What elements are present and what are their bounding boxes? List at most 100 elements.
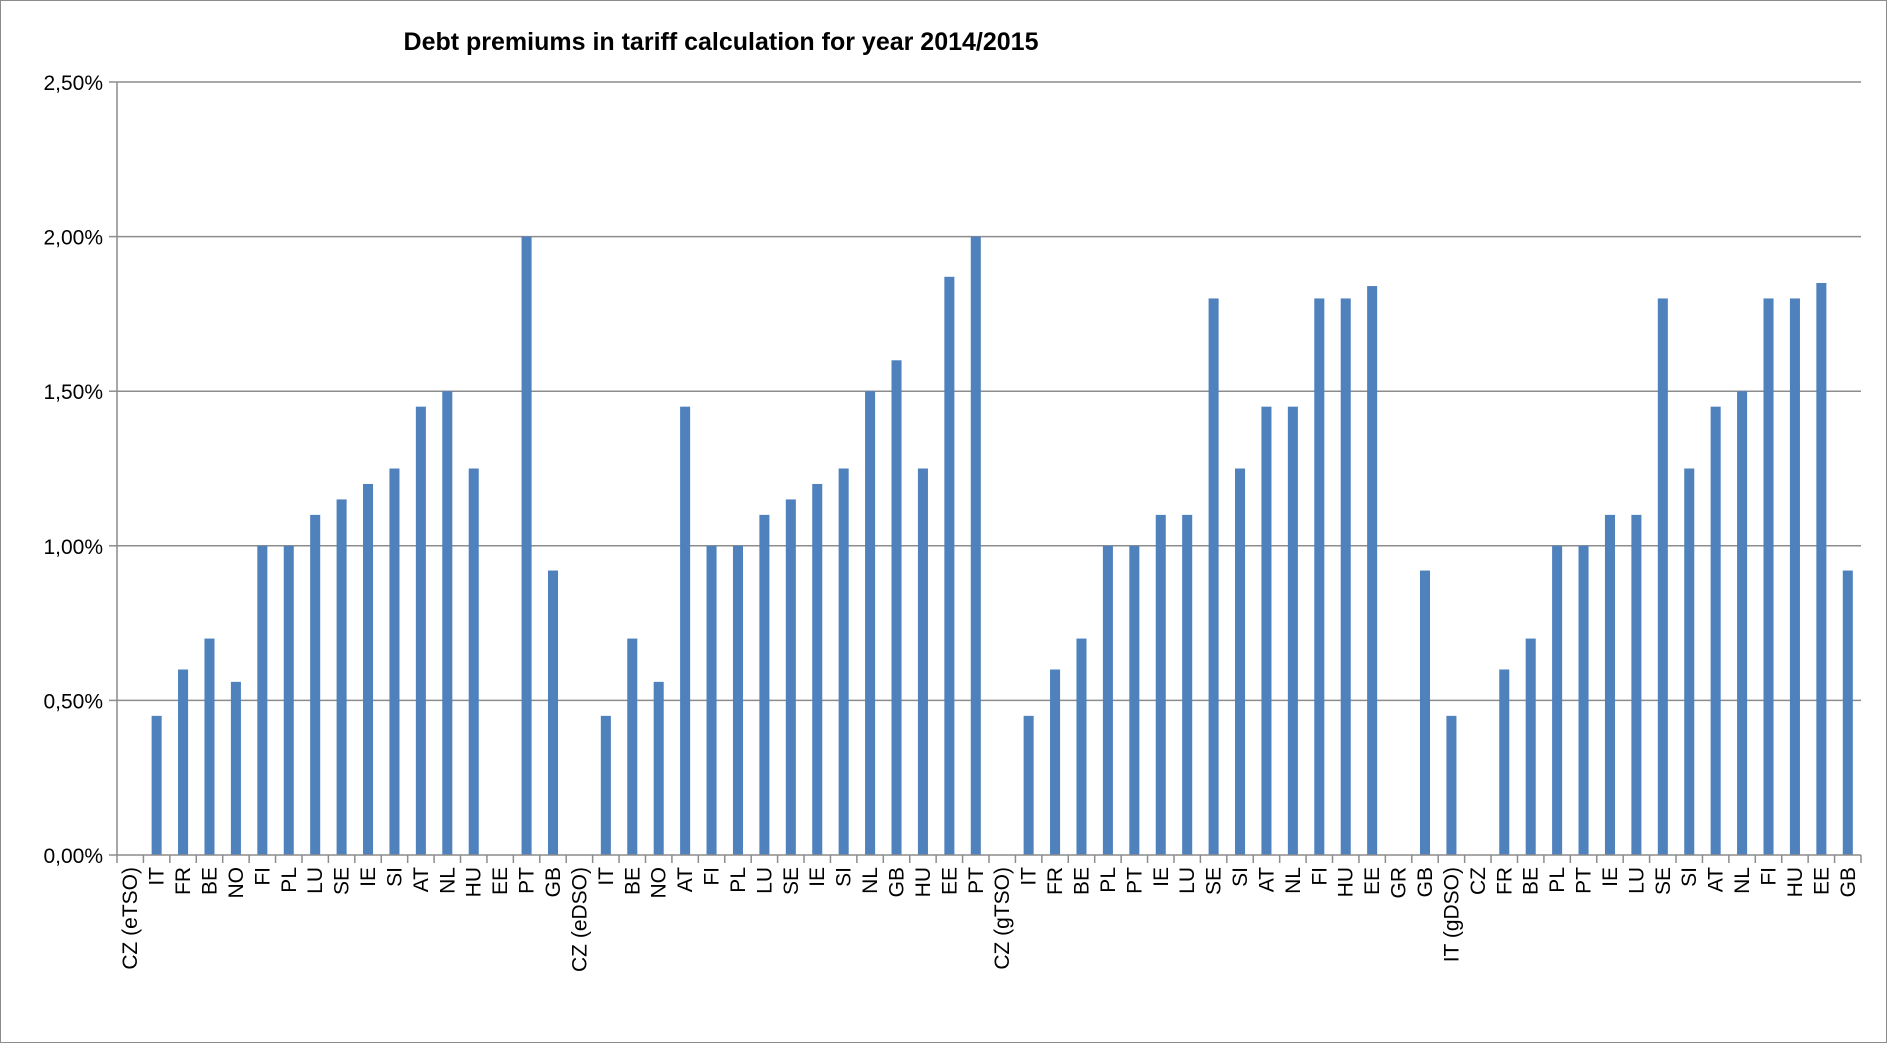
x-category-label: LU [304, 867, 327, 894]
bar [204, 638, 215, 855]
y-tick-label: 2,00% [43, 227, 103, 250]
bar [336, 499, 347, 855]
x-category-label: BE [198, 867, 221, 895]
x-category-label: CZ (eDSO) [568, 867, 591, 972]
x-category-label: GB [886, 867, 909, 897]
bar [1235, 468, 1246, 855]
x-category-labels: CZ (eTSO) IT FR BE NO FI PL LU SE IE SI AT NL HU EE PT G… [119, 867, 1860, 972]
bar [1737, 391, 1748, 855]
bar [1604, 514, 1615, 855]
x-category-label: NL [1282, 867, 1305, 894]
bar [1657, 298, 1668, 855]
bar [785, 499, 796, 855]
bar [653, 681, 664, 855]
y-tick-label: 2,50% [43, 72, 103, 95]
y-tick-label: 0,50% [43, 690, 103, 713]
bar [178, 669, 189, 855]
x-category-label: PL [727, 867, 750, 893]
bar [1631, 514, 1642, 855]
x-category-label: PT [1123, 867, 1146, 894]
x-category-label: IE [1599, 867, 1622, 887]
x-category-label: IT [146, 867, 169, 886]
bar [1314, 298, 1325, 855]
bar [363, 483, 374, 855]
bar [1182, 514, 1193, 855]
x-category-label: PL [1097, 867, 1120, 893]
x-category-label: IE [357, 867, 380, 887]
x-category-label: CZ (eTSO) [119, 867, 142, 970]
x-category-label: FI [1308, 867, 1331, 886]
x-category-label: FR [1044, 867, 1067, 895]
x-category-label: IT [1018, 867, 1041, 886]
x-category-label: HU [912, 867, 935, 897]
bar [415, 406, 426, 855]
bar [1287, 406, 1298, 855]
x-category-label: IT (gDSO) [1440, 867, 1463, 962]
bar [257, 545, 268, 855]
x-category-label: NO [225, 867, 248, 899]
bar [1763, 298, 1774, 855]
bar [151, 715, 162, 855]
bar [732, 545, 743, 855]
bar [1525, 638, 1536, 855]
bar [1552, 545, 1563, 855]
bar [627, 638, 638, 855]
x-category-label: IE [806, 867, 829, 887]
x-category-label: AT [1255, 867, 1278, 892]
bar [706, 545, 717, 855]
bar [1789, 298, 1800, 855]
x-category-label: AT [1705, 867, 1728, 892]
x-category-label: LU [1176, 867, 1199, 894]
bar [547, 570, 559, 855]
bar [838, 468, 849, 855]
x-category-label: PT [1573, 867, 1596, 894]
x-category-label: LU [1625, 867, 1648, 894]
x-category-label: FI [701, 867, 724, 886]
x-category-label: BE [621, 867, 644, 895]
bar [1419, 570, 1431, 855]
x-category-label: SI [1678, 867, 1701, 887]
bar [442, 391, 453, 855]
bar [1446, 715, 1457, 855]
bar [1261, 406, 1272, 855]
x-category-label: IT [595, 867, 618, 886]
bar [521, 236, 532, 856]
x-category-label: NL [436, 867, 459, 894]
x-category-label: SI [383, 867, 406, 887]
y-tick-label: 1,50% [43, 381, 103, 404]
x-category-label: SE [1203, 867, 1226, 895]
bar [1102, 545, 1113, 855]
bar [759, 514, 770, 855]
y-tick-labels: 0,00% 0,50% 1,00% 1,50% 2,00% 2,50% [43, 72, 103, 868]
bar [970, 236, 981, 856]
x-category-label: AT [674, 867, 697, 892]
bar [1050, 669, 1061, 855]
x-category-label: SE [331, 867, 354, 895]
x-category-label: GR [1388, 867, 1411, 899]
x-category-label: PL [1546, 867, 1569, 893]
bar [1499, 669, 1510, 855]
bar [310, 514, 321, 855]
bar [812, 483, 823, 855]
x-category-label: PT [516, 867, 539, 894]
bar [389, 468, 400, 855]
y-tick-label: 1,00% [43, 536, 103, 559]
x-category-label: NL [1731, 867, 1754, 894]
x-category-label: SE [1652, 867, 1675, 895]
x-category-label: FI [1758, 867, 1781, 886]
x-category-label: GB [1837, 867, 1860, 897]
x-category-label: FR [172, 867, 195, 895]
chart-title: Debt premiums in tariff calculation for … [404, 28, 1039, 56]
bar [891, 360, 902, 855]
bar [1367, 286, 1378, 855]
bar [1684, 468, 1695, 855]
x-category-label: HU [1784, 867, 1807, 897]
x-category-label: EE [1361, 867, 1384, 895]
bar [865, 391, 876, 855]
x-category-label: NO [648, 867, 671, 899]
x-category-label: SI [1229, 867, 1252, 887]
x-category-label: EE [489, 867, 512, 895]
x-category-label: PT [965, 867, 988, 894]
bar [1076, 638, 1087, 855]
